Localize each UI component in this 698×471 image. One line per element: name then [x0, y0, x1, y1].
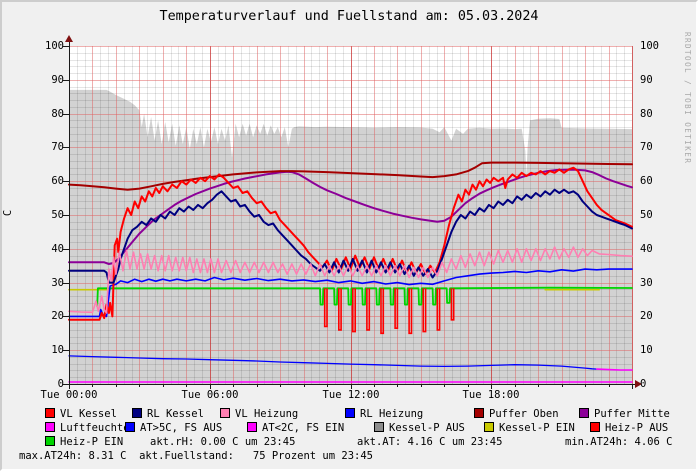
legend-label: Kessel-P EIN	[499, 422, 575, 434]
y-tick-left-60: 60	[51, 175, 64, 187]
legend-swatch-puffer-oben	[474, 408, 484, 418]
stat-summary: max.AT24h: 8.31 C akt.Fuellstand: 75 Pro…	[19, 450, 374, 462]
y-tick-right-60: 60	[640, 175, 653, 187]
legend-swatch-rl-heizung	[345, 408, 355, 418]
legend-item-rl-kessel: RL Kessel	[132, 408, 204, 420]
series-rl-kessel	[68, 188, 633, 284]
legend-label: RL Heizung	[360, 408, 424, 420]
legend-swatch-rl-kessel	[132, 408, 142, 418]
y-tick-left-30: 30	[51, 277, 64, 289]
legend-swatch-heiz-p-ein	[45, 436, 55, 446]
y-tick-left-10: 10	[51, 344, 64, 356]
legend-swatch-at-2c-fs-ein	[247, 422, 257, 432]
legend-swatch-luftfeuchte	[45, 422, 55, 432]
chart-title: Temperaturverlauf und Fuellstand am: 05.…	[159, 9, 539, 24]
legend-label: Puffer Oben	[489, 408, 559, 420]
y-tick-left-20: 20	[51, 310, 64, 322]
stat-1: akt.AT: 4.16 C um 23:45	[357, 436, 503, 448]
legend-label: Heiz-P EIN	[60, 436, 124, 448]
series-heiz-p-ein	[96, 286, 633, 308]
legend-label: Luftfeuchte	[60, 422, 130, 434]
y-tick-left-80: 80	[51, 108, 64, 120]
legend-label: RL Kessel	[147, 408, 204, 420]
series-puffer-oben	[68, 161, 633, 191]
y-tick-left-40: 40	[51, 243, 64, 255]
legend-label: AT<2C, FS EIN	[262, 422, 345, 434]
x-tick-6: Tue 06:00	[181, 389, 239, 401]
legend-swatch-kessel-p-ein	[484, 422, 494, 432]
legend-label: Heiz-P AUS	[605, 422, 669, 434]
legend-swatch-kessel-p-aus	[374, 422, 384, 432]
x-tick-0: Tue 00:00	[40, 389, 98, 401]
series-vl-kessel	[68, 166, 633, 321]
legend-label: VL Heizung	[235, 408, 299, 420]
stat-0: akt.rH: 0.00 C um 23:45	[150, 436, 296, 448]
legend-swatch-puffer-mitte	[579, 408, 589, 418]
x-axis-arrow	[635, 380, 642, 388]
legend-label: VL Kessel	[60, 408, 117, 420]
series-vl-heizung	[68, 246, 633, 314]
legend-item-vl-kessel: VL Kessel	[45, 408, 117, 420]
legend-item-at-5c-fs-aus: AT>5C, FS AUS	[125, 422, 222, 434]
series-at-fs-ein	[595, 368, 633, 371]
legend-item-luftfeuchte: Luftfeuchte	[45, 422, 130, 434]
y-tick-right-10: 10	[640, 344, 653, 356]
x-tick-18: Tue 18:00	[462, 389, 520, 401]
legend-item-puffer-oben: Puffer Oben	[474, 408, 559, 420]
legend-item-kessel-p-aus: Kessel-P AUS	[374, 422, 465, 434]
y-tick-right-0: 0	[640, 378, 647, 390]
y-axis-arrow	[65, 35, 73, 42]
legend-item-kessel-p-ein: Kessel-P EIN	[484, 422, 575, 434]
y-tick-right-40: 40	[640, 243, 653, 255]
y-tick-left-0: 0	[57, 378, 64, 390]
y-tick-left-90: 90	[51, 74, 64, 86]
legend-item-vl-heizung: VL Heizung	[220, 408, 298, 420]
y-tick-right-30: 30	[640, 277, 653, 289]
x-tick-12: Tue 12:00	[322, 389, 380, 401]
legend-label: Kessel-P AUS	[389, 422, 465, 434]
legend-item-heiz-p-ein: Heiz-P EIN	[45, 436, 123, 448]
y-tick-left-50: 50	[51, 209, 64, 221]
y-tick-right-90: 90	[640, 74, 653, 86]
legend-label: Puffer Mitte	[594, 408, 670, 420]
series-heiz-p-aus	[323, 288, 455, 335]
legend-swatch-vl-heizung	[220, 408, 230, 418]
y-tick-right-50: 50	[640, 209, 653, 221]
y-tick-left-100: 100	[45, 40, 64, 52]
y-tick-right-20: 20	[640, 310, 653, 322]
legend-swatch-at-5c-fs-aus	[125, 422, 135, 432]
y-tick-right-80: 80	[640, 108, 653, 120]
y-tick-left-70: 70	[51, 141, 64, 153]
y-tick-right-100: 100	[640, 40, 659, 52]
legend-swatch-vl-kessel	[45, 408, 55, 418]
series-at-fs-aus	[68, 355, 598, 370]
legend-item-puffer-mitte: Puffer Mitte	[579, 408, 670, 420]
legend-item-heiz-p-aus: Heiz-P AUS	[590, 422, 668, 434]
series-rl-heizung	[68, 268, 633, 318]
rrdtool-watermark: RRDTOOL / TOBI OETIKER	[683, 32, 692, 165]
legend-swatch-heiz-p-aus	[590, 422, 600, 432]
stat-2: min.AT24h: 4.06 C	[565, 436, 673, 448]
legend-item-rl-heizung: RL Heizung	[345, 408, 423, 420]
y-tick-right-70: 70	[640, 141, 653, 153]
legend-item-at-2c-fs-ein: AT<2C, FS EIN	[247, 422, 344, 434]
legend-label: AT>5C, FS AUS	[140, 422, 223, 434]
